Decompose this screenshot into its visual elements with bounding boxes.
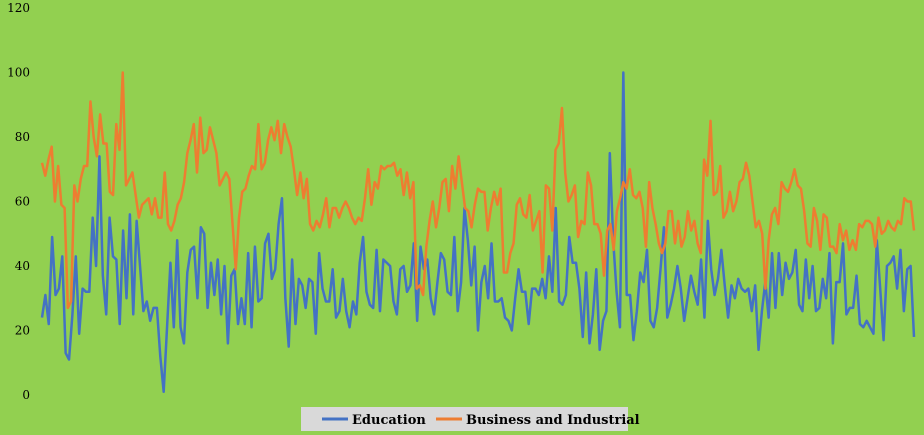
y-tick-label: 60 — [15, 195, 30, 209]
y-axis: 0 20 40 60 80 100 120 — [7, 1, 30, 402]
series-line-education — [40, 71, 916, 394]
series-line-business-and-industrial — [40, 71, 916, 310]
y-tick-label: 20 — [15, 324, 30, 338]
plot-area — [40, 71, 916, 394]
y-tick-label: 120 — [7, 1, 30, 15]
legend-label-business-and-industrial: Business and Industrial — [466, 413, 640, 428]
y-tick-label: 80 — [15, 130, 30, 144]
legend: Education Business and Industrial — [301, 407, 640, 431]
y-tick-label: 40 — [15, 259, 30, 273]
legend-box — [301, 407, 628, 431]
y-tick-label: 100 — [7, 66, 30, 80]
y-tick-label: 0 — [22, 388, 30, 402]
legend-label-education: Education — [352, 413, 426, 428]
